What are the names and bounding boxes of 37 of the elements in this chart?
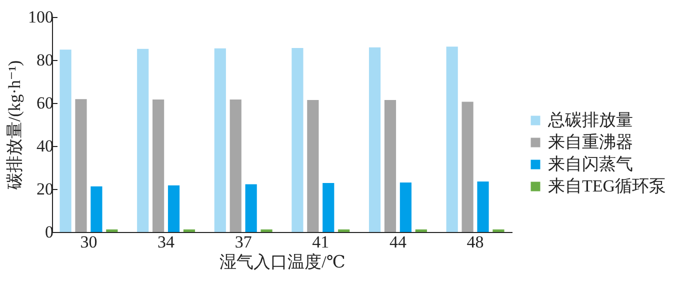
x-tick-label: 48 [466, 232, 484, 252]
bar [152, 100, 164, 232]
legend-label: 总碳排放量 [547, 110, 633, 130]
bar [106, 229, 118, 232]
x-tick-label: 44 [389, 232, 407, 252]
bar [168, 185, 180, 232]
bar [446, 46, 458, 232]
bar [75, 99, 87, 232]
bar [90, 186, 102, 232]
x-tick-label: 30 [80, 232, 98, 252]
bar [260, 229, 272, 232]
bar [338, 229, 350, 232]
bar [307, 100, 319, 232]
bar [477, 181, 489, 232]
bar [384, 100, 396, 232]
x-tick-label: 41 [312, 232, 330, 252]
bar [292, 48, 304, 232]
bar [368, 47, 381, 232]
x-tick-label: 37 [234, 232, 252, 252]
bar [462, 102, 474, 232]
bar [322, 182, 334, 232]
bar [230, 100, 242, 232]
bar [183, 229, 196, 232]
y-tick-label: 100 [28, 8, 54, 26]
legend-label: 来自闪蒸气 [548, 154, 633, 174]
bar [137, 48, 149, 232]
legend-label: 来自TEG循环泵 [548, 176, 666, 196]
bar [400, 182, 412, 232]
x-axis-title: 湿气入口温度/℃ [220, 252, 346, 272]
bar [214, 48, 226, 232]
legend-label: 来自重沸器 [548, 132, 633, 152]
bar [415, 229, 427, 232]
bar [492, 229, 504, 232]
x-tick-label: 34 [158, 232, 176, 252]
y-axis-title: 碳排放量/(kg·h⁻¹) [5, 60, 24, 191]
bar [60, 50, 72, 232]
bar [245, 184, 257, 232]
